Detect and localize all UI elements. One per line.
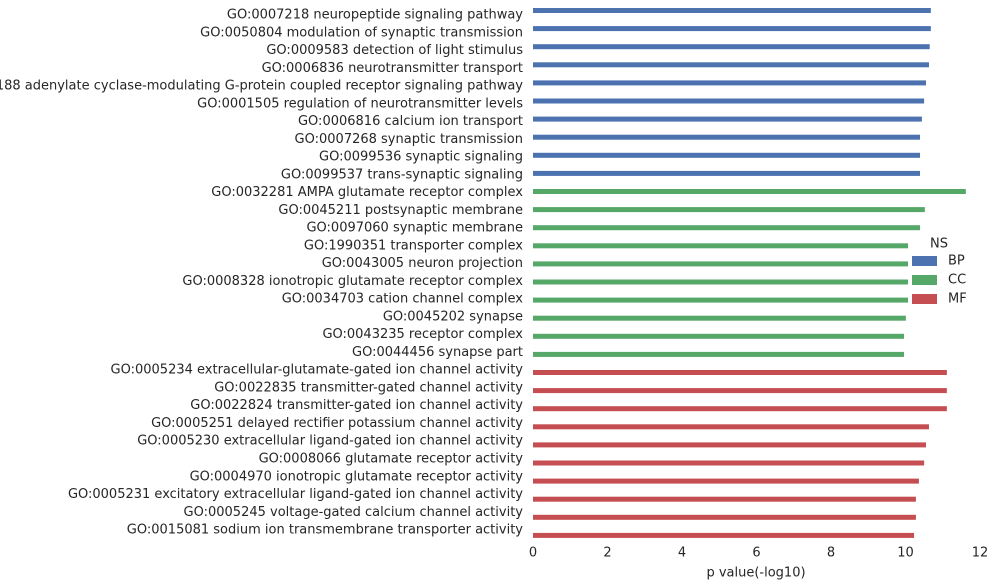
y-tick-label: GO:0007268 synaptic transmission (295, 132, 523, 147)
y-tick-label: GO:0022835 transmitter-gated channel act… (214, 380, 523, 395)
x-tick-label: 6 (752, 546, 760, 561)
x-tick-label: 8 (827, 546, 835, 561)
bar (533, 189, 966, 194)
bar (533, 478, 919, 484)
bar (533, 261, 912, 267)
y-tick-label: GO:0022824 transmitter-gated ion channel… (190, 398, 523, 413)
legend-swatch (912, 294, 937, 304)
bar (533, 315, 906, 321)
x-tick-label: 0 (529, 546, 537, 561)
y-tick-label: GO:0001505 regulation of neurotransmitte… (197, 96, 523, 111)
y-tick-label: GO:0008066 glutamate receptor activity (259, 452, 524, 467)
y-tick-label: GO:0007188 adenylate cyclase-modulating … (0, 79, 523, 94)
y-tick-label: GO:0097060 synaptic membrane (306, 221, 523, 236)
y-tick-label: GO:0005234 extracellular-glutamate-gated… (111, 363, 524, 378)
legend-swatch (912, 275, 937, 285)
bar (533, 514, 916, 520)
bar (533, 297, 910, 303)
y-tick-label: GO:0006816 calcium ion transport (298, 114, 523, 129)
bar (533, 225, 921, 231)
x-axis-label: p value(-log10) (706, 566, 805, 581)
y-tick-label: GO:0009583 detection of light stimulus (266, 43, 523, 58)
y-tick-label: GO:0008328 ionotropic glutamate receptor… (182, 274, 523, 289)
bar (533, 134, 921, 140)
y-tick-label: GO:0015081 sodium ion transmembrane tran… (127, 523, 523, 538)
y-tick-label: GO:0050804 modulation of synaptic transm… (200, 25, 523, 40)
bar (533, 62, 929, 68)
bar (533, 8, 931, 13)
y-tick-label: GO:0045211 postsynaptic membrane (278, 203, 523, 218)
bar (533, 532, 915, 538)
bar (533, 207, 925, 213)
x-tick-label: 10 (897, 546, 914, 561)
y-tick-label: GO:0004970 ionotropic glutamate receptor… (190, 469, 524, 484)
y-tick-label: GO:0032281 AMPA glutamate receptor compl… (211, 185, 523, 200)
x-tick-label: 12 (972, 546, 989, 561)
bar (533, 152, 921, 158)
bar (533, 370, 947, 375)
y-tick-label: GO:0034703 cation channel complex (282, 292, 524, 307)
y-tick-label: GO:0099537 trans-synaptic signaling (281, 167, 523, 182)
y-tick-label: GO:0005231 excitatory extracellular liga… (68, 487, 523, 502)
y-tick-label: GO:0006836 neurotransmitter transport (262, 61, 523, 76)
y-tick-label: GO:0099536 synaptic signaling (319, 150, 523, 165)
y-tick-label: GO:0044456 synapse part (352, 345, 523, 360)
bar (533, 424, 929, 430)
legend-swatch (912, 256, 937, 266)
y-tick-label: GO:0007218 neuropeptide signaling pathwa… (227, 8, 523, 23)
x-tick-label: 2 (603, 546, 611, 561)
bar (533, 80, 926, 86)
bar (533, 351, 905, 357)
legend-title: NS (930, 237, 948, 252)
legend-label: BP (948, 254, 965, 269)
bar (533, 388, 947, 394)
y-tick-label: GO:1990351 transporter complex (304, 238, 523, 253)
bar (533, 243, 912, 249)
bar (533, 98, 925, 104)
bar (533, 333, 905, 339)
bar (533, 116, 922, 122)
bar (533, 44, 930, 50)
bar (533, 170, 921, 176)
x-tick-label: 4 (678, 546, 686, 561)
bar (533, 442, 926, 448)
bar (533, 26, 931, 32)
y-tick-label: GO:0045202 synapse (383, 309, 523, 324)
bar (533, 279, 910, 285)
bar (533, 496, 916, 502)
legend-label: MF (948, 292, 967, 307)
y-tick-label: GO:0043235 receptor complex (322, 327, 523, 342)
legend-label: CC (948, 273, 966, 288)
y-tick-label: GO:0005230 extracellular ligand-gated io… (137, 434, 523, 449)
bar (533, 460, 925, 466)
y-tick-label: GO:0005245 voltage-gated calcium channel… (184, 505, 524, 520)
bar (533, 406, 947, 412)
y-tick-label: GO:0043005 neuron projection (322, 256, 523, 271)
y-tick-label: GO:0005251 delayed rectifier potassium c… (151, 416, 523, 431)
